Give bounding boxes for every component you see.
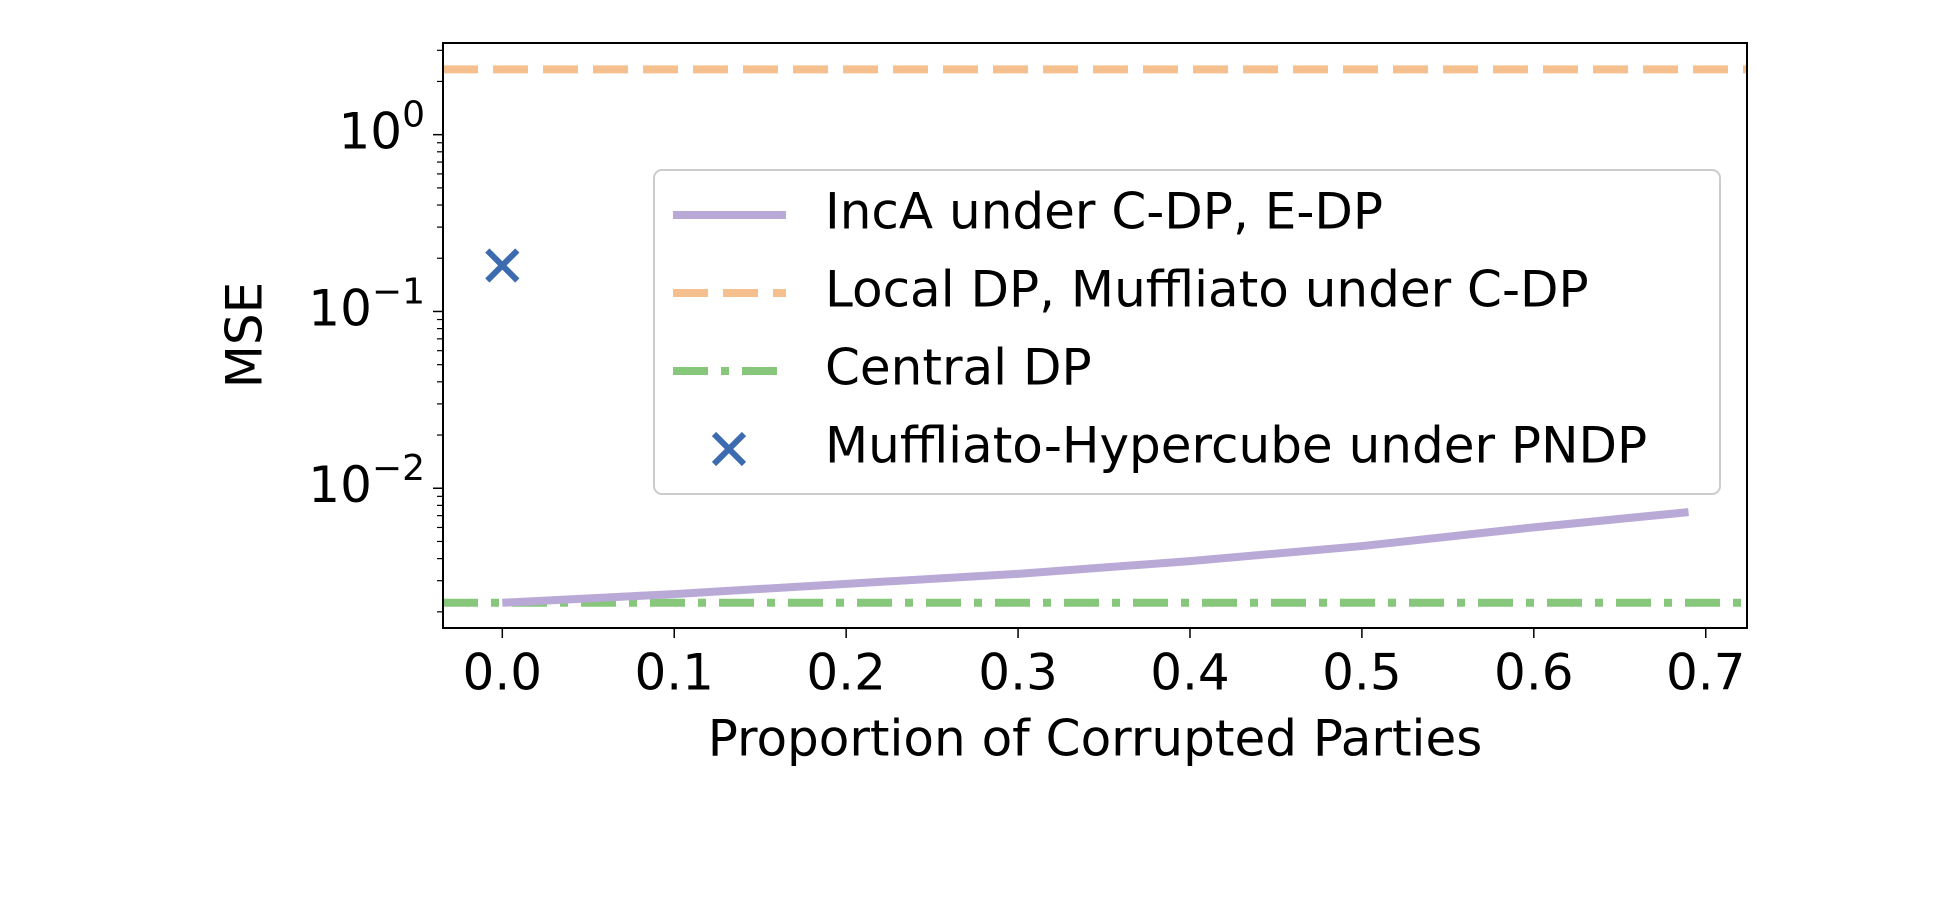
x-tick-label: 0.2 (806, 644, 886, 702)
plot-frame (442, 42, 1748, 629)
series-line (502, 508, 1689, 607)
x-tick-label: 0.5 (1322, 644, 1402, 702)
y-tick-label: 10−2 (308, 448, 425, 513)
legend-label: Muffliato-Hypercube under PNDP (825, 417, 1647, 475)
y-tick-base: 10 (308, 456, 372, 514)
y-tick-exp: 0 (402, 95, 425, 136)
y-axis-label: MSE (216, 282, 274, 388)
legend-label: IncA under C-DP, E-DP (825, 183, 1383, 241)
x-marker (485, 248, 520, 283)
x-tick-label: 0.0 (463, 644, 543, 702)
x-tick-label: 0.3 (978, 644, 1058, 702)
x-tick-label: 0.4 (1150, 644, 1230, 702)
y-tick-label: 10−1 (308, 271, 425, 337)
legend-label: Local DP, Muffliato under C-DP (825, 261, 1589, 319)
legend-label: Central DP (825, 339, 1092, 397)
y-tick-exp: −1 (372, 271, 425, 312)
y-tick-base: 10 (308, 279, 372, 337)
y-tick-base: 10 (338, 102, 402, 160)
x-tick-label: 0.1 (634, 644, 714, 702)
x-axis-label: Proportion of Corrupted Parties (708, 710, 1483, 768)
legend-box (653, 169, 1721, 495)
y-tick-label: 100 (338, 95, 425, 161)
y-tick-exp: −2 (372, 448, 425, 489)
legend-marker (711, 431, 747, 467)
x-tick-label: 0.7 (1666, 644, 1746, 702)
x-tick-label: 0.6 (1494, 644, 1574, 702)
